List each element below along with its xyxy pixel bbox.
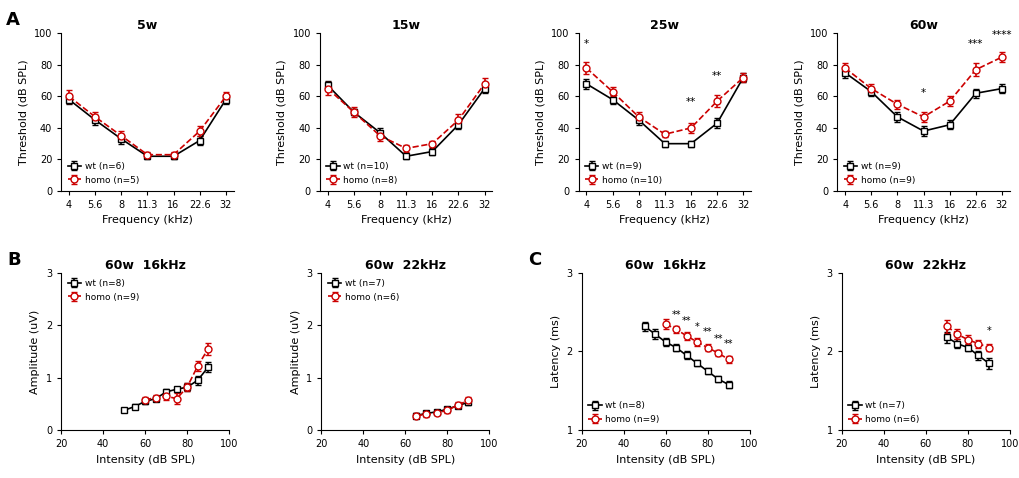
Y-axis label: Latency (ms): Latency (ms) <box>550 315 560 388</box>
Y-axis label: Threshold (dB SPL): Threshold (dB SPL) <box>794 59 804 165</box>
Text: **: ** <box>681 315 691 326</box>
Y-axis label: Threshold (dB SPL): Threshold (dB SPL) <box>535 59 545 165</box>
Title: 60w: 60w <box>908 19 937 33</box>
Y-axis label: Latency (ms): Latency (ms) <box>810 315 820 388</box>
Y-axis label: Threshold (dB SPL): Threshold (dB SPL) <box>277 59 286 165</box>
Y-axis label: Threshold (dB SPL): Threshold (dB SPL) <box>18 59 29 165</box>
Text: B: B <box>7 251 21 269</box>
Text: **: ** <box>702 327 711 337</box>
Title: 60w  22kHz: 60w 22kHz <box>365 259 445 272</box>
Text: A: A <box>6 11 19 30</box>
Legend: wt (n=7), homo (n=6): wt (n=7), homo (n=6) <box>846 400 920 426</box>
Title: 60w  16kHz: 60w 16kHz <box>625 259 705 272</box>
Text: *: * <box>583 39 588 49</box>
Text: *: * <box>694 322 699 332</box>
Legend: wt (n=8), homo (n=9): wt (n=8), homo (n=9) <box>586 400 660 426</box>
Y-axis label: Amplitude (uV): Amplitude (uV) <box>31 309 41 393</box>
Text: **: ** <box>671 310 681 320</box>
Legend: wt (n=9), homo (n=9): wt (n=9), homo (n=9) <box>841 160 916 186</box>
Text: C: C <box>528 251 541 269</box>
Legend: wt (n=9), homo (n=10): wt (n=9), homo (n=10) <box>583 160 663 186</box>
X-axis label: Frequency (kHz): Frequency (kHz) <box>619 216 709 226</box>
Text: **: ** <box>712 334 722 344</box>
Text: **: ** <box>711 71 721 81</box>
Text: *: * <box>985 326 990 336</box>
X-axis label: Frequency (kHz): Frequency (kHz) <box>361 216 451 226</box>
Text: ****: **** <box>990 30 1011 40</box>
Title: 60w  22kHz: 60w 22kHz <box>884 259 965 272</box>
X-axis label: Intensity (dB SPL): Intensity (dB SPL) <box>96 455 195 465</box>
Legend: wt (n=10), homo (n=8): wt (n=10), homo (n=8) <box>324 160 399 186</box>
Legend: wt (n=8), homo (n=9): wt (n=8), homo (n=9) <box>65 277 141 304</box>
Title: 25w: 25w <box>650 19 679 33</box>
X-axis label: Frequency (kHz): Frequency (kHz) <box>102 216 193 226</box>
X-axis label: Intensity (dB SPL): Intensity (dB SPL) <box>356 455 454 465</box>
Text: **: ** <box>685 98 695 108</box>
Title: 60w  16kHz: 60w 16kHz <box>105 259 185 272</box>
Legend: wt (n=7), homo (n=6): wt (n=7), homo (n=6) <box>326 277 400 304</box>
Legend: wt (n=6), homo (n=5): wt (n=6), homo (n=5) <box>65 160 141 186</box>
Text: *: * <box>920 88 925 98</box>
X-axis label: Frequency (kHz): Frequency (kHz) <box>877 216 968 226</box>
Title: 5w: 5w <box>138 19 157 33</box>
X-axis label: Intensity (dB SPL): Intensity (dB SPL) <box>615 455 714 465</box>
Text: **: ** <box>723 339 733 349</box>
Title: 15w: 15w <box>391 19 420 33</box>
Y-axis label: Amplitude (uV): Amplitude (uV) <box>290 309 301 393</box>
X-axis label: Intensity (dB SPL): Intensity (dB SPL) <box>875 455 974 465</box>
Text: ***: *** <box>967 39 982 49</box>
